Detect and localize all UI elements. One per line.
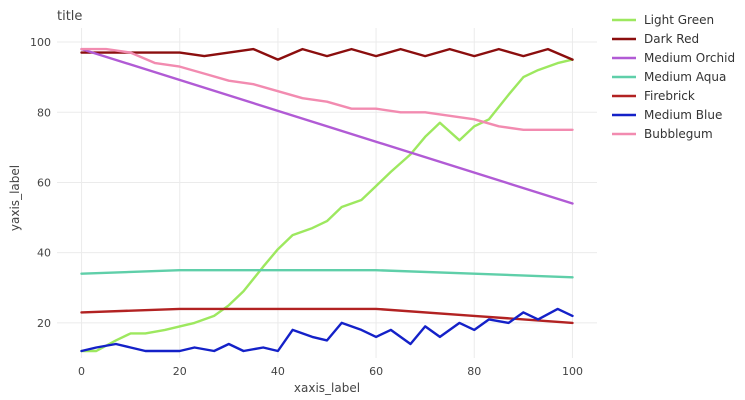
x-tick-label: 20 <box>173 365 187 378</box>
legend: Light Green Dark Red Medium Orchid Medium A… <box>612 13 735 141</box>
legend-label-medium-orchid: Medium Orchid <box>644 51 735 65</box>
x-axis-title: xaxis_label <box>294 381 360 395</box>
y-tick-label: 40 <box>37 247 51 260</box>
x-tick-label: 100 <box>562 365 583 378</box>
series-line-medium-blue <box>80 307 574 353</box>
series-line-medium-orchid <box>80 47 574 205</box>
legend-label-dark-red: Dark Red <box>644 32 699 46</box>
series-line-bubblegum <box>80 47 574 132</box>
series-line-firebrick <box>80 307 574 325</box>
gridlines <box>57 28 597 358</box>
chart-title: title <box>57 9 82 24</box>
series-line-medium-aqua <box>80 269 574 279</box>
legend-label-bubblegum: Bubblegum <box>644 127 713 141</box>
x-tick-label: 40 <box>271 365 285 378</box>
y-axis-title: yaxis_label <box>8 165 22 231</box>
y-axis-ticks: 20 40 60 80 100 <box>30 36 51 330</box>
x-tick-label: 0 <box>78 365 85 378</box>
series-line-light-green <box>80 58 574 353</box>
series-line-dark-red <box>80 47 574 61</box>
legend-label-light-green: Light Green <box>644 13 714 27</box>
legend-label-firebrick: Firebrick <box>644 89 695 103</box>
y-tick-label: 100 <box>30 36 51 49</box>
x-tick-label: 80 <box>467 365 481 378</box>
legend-label-medium-aqua: Medium Aqua <box>644 70 726 84</box>
y-tick-label: 60 <box>37 176 51 189</box>
legend-label-medium-blue: Medium Blue <box>644 108 722 122</box>
x-axis-ticks: 0 20 40 60 80 100 <box>78 365 583 378</box>
y-tick-label: 20 <box>37 317 51 330</box>
x-tick-label: 60 <box>369 365 383 378</box>
y-tick-label: 80 <box>37 106 51 119</box>
series-lines <box>80 47 574 353</box>
